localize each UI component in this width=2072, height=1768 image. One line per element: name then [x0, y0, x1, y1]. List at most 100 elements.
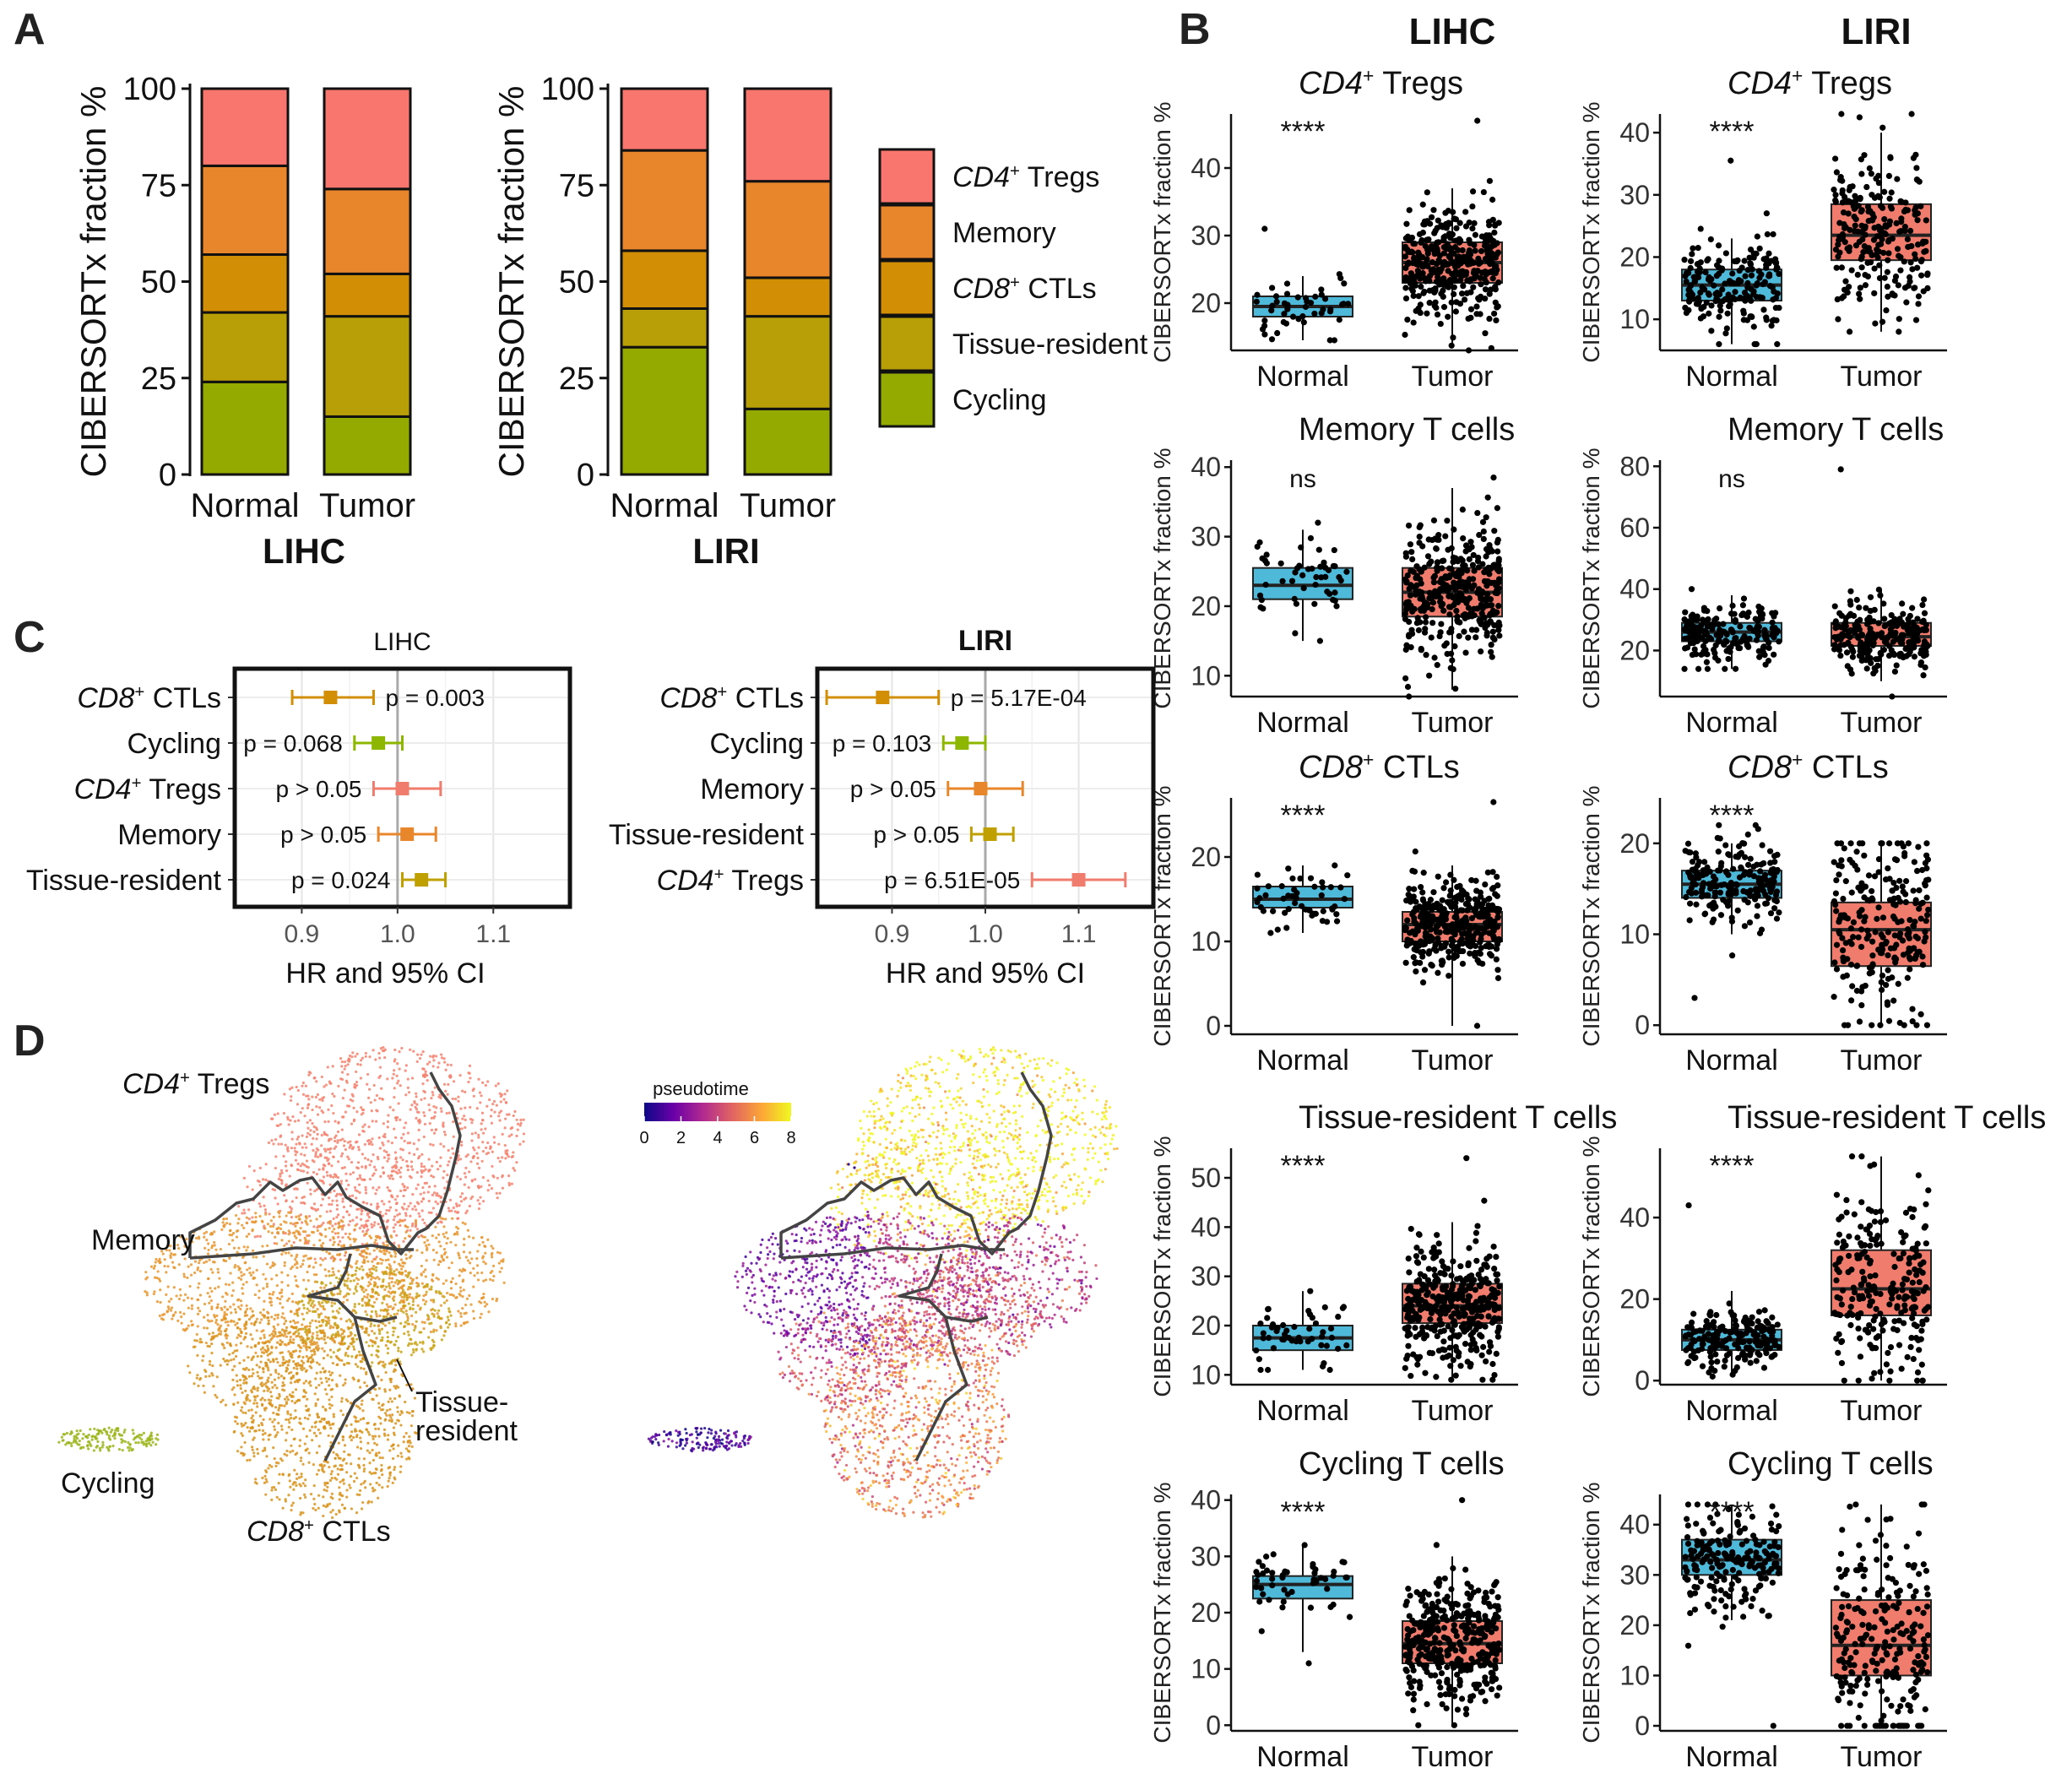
data-point — [1428, 595, 1435, 602]
x-tick-label-tumor: Tumor — [1841, 1395, 1923, 1427]
data-point — [1864, 927, 1871, 934]
data-point — [1894, 176, 1901, 182]
data-point — [1433, 261, 1440, 268]
y-axis-label: CIBERSORTx fraction % — [1578, 1482, 1604, 1743]
data-point — [1899, 600, 1906, 607]
data-point — [1706, 1540, 1713, 1547]
hazard-ratio-point — [955, 736, 969, 750]
data-point — [1715, 867, 1722, 874]
data-point — [1469, 1629, 1476, 1635]
cell-point — [448, 1198, 453, 1201]
data-point — [1877, 1022, 1884, 1028]
data-point — [1921, 248, 1928, 255]
data-point — [1428, 634, 1435, 641]
data-point — [1682, 304, 1689, 312]
data-point — [1919, 1377, 1926, 1384]
data-point — [1699, 1363, 1706, 1369]
data-point — [1909, 1279, 1916, 1286]
data-point — [1684, 1516, 1690, 1522]
y-tick-label: 10 — [1619, 1660, 1650, 1690]
cell-point — [333, 1094, 336, 1098]
legend-swatch — [878, 371, 936, 428]
data-point — [1721, 1576, 1728, 1583]
cell-point — [387, 1140, 390, 1143]
data-point — [1890, 1250, 1897, 1257]
significance-label: ns — [1289, 465, 1316, 493]
box-plot-title: Tissue-resident T cells — [1728, 1100, 2046, 1136]
data-point — [1461, 1312, 1467, 1320]
cell-point — [415, 1116, 418, 1120]
x-axis-label: HR and 95% CI — [886, 957, 1085, 990]
data-point — [1482, 1678, 1489, 1685]
data-point — [1337, 884, 1344, 891]
box-plot-title: Cycling T cells — [1728, 1446, 1934, 1482]
data-point — [1268, 336, 1276, 343]
data-point — [1711, 282, 1717, 289]
data-point — [1890, 1280, 1896, 1287]
data-point — [1713, 290, 1721, 296]
data-point — [1716, 341, 1722, 348]
data-point — [1747, 246, 1755, 253]
data-point — [1431, 1655, 1438, 1662]
data-point — [1876, 194, 1883, 201]
data-point — [1331, 546, 1337, 554]
data-point — [1462, 579, 1468, 586]
data-point — [1915, 843, 1922, 850]
data-point — [1906, 945, 1912, 952]
bar-segment-cd4-tregs — [620, 87, 709, 152]
data-point — [1439, 600, 1446, 608]
data-point — [1312, 1320, 1320, 1327]
data-point — [1738, 264, 1745, 271]
data-point — [1727, 648, 1733, 655]
data-point — [1458, 918, 1466, 925]
cell-point — [420, 1175, 423, 1179]
data-point — [1448, 928, 1455, 935]
data-point — [1407, 279, 1414, 286]
cell-point — [416, 1183, 420, 1186]
data-point — [1302, 906, 1309, 913]
y-tick-label: 20 — [1619, 1284, 1650, 1315]
p-value-label: p > 0.05 — [275, 776, 361, 802]
data-point — [1431, 654, 1438, 661]
data-point — [1693, 1574, 1700, 1581]
data-point — [1923, 840, 1930, 847]
data-point — [1908, 1305, 1915, 1312]
data-point — [1862, 1690, 1869, 1697]
data-point — [1896, 1342, 1903, 1348]
data-point — [1758, 926, 1766, 933]
data-point — [1729, 1371, 1736, 1378]
y-tick-label: 0 — [1635, 1010, 1650, 1040]
x-tick-label-normal: Normal — [1685, 707, 1778, 739]
data-point — [1478, 925, 1485, 932]
cell-point — [404, 1212, 408, 1215]
data-point — [1445, 1323, 1451, 1330]
data-point — [1841, 1650, 1847, 1657]
data-point — [1422, 626, 1429, 632]
data-point — [1921, 596, 1928, 603]
data-point — [1681, 257, 1688, 263]
data-point — [1423, 652, 1429, 659]
p-value-label: p = 0.068 — [243, 730, 343, 757]
y-tick-label: 10 — [1191, 1654, 1221, 1684]
data-point — [1729, 1566, 1736, 1574]
data-point — [1859, 840, 1866, 847]
data-point — [1468, 1278, 1475, 1285]
label-main: CD8 — [659, 682, 717, 714]
panel-label-a: A — [14, 5, 46, 54]
cell-point — [426, 1078, 429, 1082]
p-value-label: p > 0.05 — [280, 822, 366, 848]
data-point — [1333, 911, 1340, 918]
y-tick-label: 20 — [1619, 828, 1650, 859]
data-point — [1901, 1320, 1907, 1326]
data-point — [1921, 610, 1928, 616]
data-point — [1869, 938, 1876, 945]
data-point — [1846, 1252, 1852, 1260]
cell-point — [519, 1118, 523, 1122]
data-point — [1717, 912, 1725, 919]
embedding-clusters — [57, 1046, 526, 1520]
y-axis-label: CIBERSORTx fraction % — [1149, 1482, 1175, 1743]
data-point — [1900, 952, 1907, 958]
data-point — [1432, 241, 1440, 248]
data-point — [1489, 1588, 1495, 1595]
data-point — [1707, 1559, 1714, 1565]
